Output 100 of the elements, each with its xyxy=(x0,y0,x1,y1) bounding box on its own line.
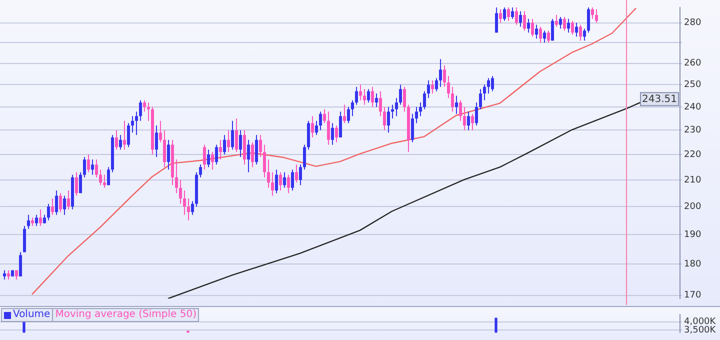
candlestick xyxy=(35,214,38,227)
candlestick xyxy=(427,80,430,98)
y-tick-label: 280 xyxy=(684,18,702,28)
candlestick xyxy=(511,7,514,20)
candlestick xyxy=(179,179,182,204)
candlestick xyxy=(223,134,226,156)
candlestick xyxy=(163,130,166,168)
candlestick xyxy=(131,116,134,134)
candlestick xyxy=(335,125,338,143)
candlestick xyxy=(19,252,22,277)
annotation: Moving average (Simple 50) xyxy=(54,309,198,321)
y-tick-label: 200 xyxy=(684,202,702,212)
candlestick xyxy=(467,111,470,131)
candlestick xyxy=(487,78,490,94)
candlestick xyxy=(567,18,570,34)
candlestick xyxy=(123,120,126,150)
candlestick xyxy=(199,164,202,178)
candlestick xyxy=(39,208,42,227)
candlestick xyxy=(119,134,122,150)
y-tick-label: 170 xyxy=(684,290,702,301)
candlestick xyxy=(159,120,162,143)
candlestick xyxy=(155,125,158,158)
candlestick xyxy=(67,190,70,210)
candlestick xyxy=(587,7,590,34)
candlestick xyxy=(359,84,362,101)
candlestick xyxy=(83,156,86,178)
candlestick xyxy=(215,144,218,166)
candlestick xyxy=(303,144,306,170)
candlestick xyxy=(371,86,374,108)
candlestick xyxy=(63,195,66,216)
candlestick xyxy=(75,172,78,196)
candlestick xyxy=(275,169,278,194)
candlestick xyxy=(339,111,342,138)
candlestick xyxy=(471,113,474,131)
candlestick xyxy=(363,88,366,106)
candlestick xyxy=(91,159,94,176)
candlestick xyxy=(135,111,138,136)
candlestick xyxy=(311,116,314,138)
candlestick xyxy=(259,134,262,158)
candlestick xyxy=(107,166,110,186)
candlestick xyxy=(139,100,142,122)
candlestick xyxy=(299,164,302,186)
candlestick xyxy=(183,190,186,216)
candlestick xyxy=(523,10,526,32)
candlestick xyxy=(263,144,266,178)
candlestick xyxy=(595,8,598,24)
candlestick xyxy=(415,106,418,124)
candlestick xyxy=(367,88,370,103)
candlestick xyxy=(231,120,234,150)
candlestick xyxy=(79,172,82,194)
y-tick-label: 180 xyxy=(684,259,702,270)
candlestick xyxy=(579,24,582,42)
candlestick xyxy=(95,159,98,178)
candlestick xyxy=(115,130,118,150)
annotation: 243.51 xyxy=(642,94,678,106)
candlestick xyxy=(375,93,378,108)
candlestick xyxy=(355,86,358,106)
candlestick xyxy=(247,139,250,173)
legend-label: Volume xyxy=(12,309,52,321)
candlestick xyxy=(575,22,578,38)
candlestick xyxy=(211,152,214,170)
candlestick xyxy=(459,100,462,122)
candlestick xyxy=(591,7,594,20)
candlestick xyxy=(491,76,494,92)
candlestick xyxy=(507,7,510,22)
y-tick-label: 3,500K xyxy=(684,325,717,336)
candlestick xyxy=(127,122,130,148)
candlestick xyxy=(563,16,566,32)
candlestick xyxy=(419,102,422,117)
candlestick xyxy=(99,169,102,186)
candlestick xyxy=(539,26,542,44)
candlestick xyxy=(571,20,574,36)
candlestick xyxy=(287,174,290,194)
candlestick xyxy=(235,118,238,153)
candlestick xyxy=(531,18,534,38)
candlestick xyxy=(543,30,546,44)
candlestick xyxy=(351,100,354,117)
y-tick-label: 260 xyxy=(684,58,702,69)
candlestick xyxy=(307,120,310,150)
candlestick xyxy=(559,16,562,30)
candlestick xyxy=(347,106,350,124)
candlestick xyxy=(191,200,194,216)
candlestick xyxy=(519,10,522,28)
candlestick xyxy=(499,8,502,24)
candlestick xyxy=(203,144,206,170)
y-tick-label: 230 xyxy=(684,126,702,136)
candlestick xyxy=(395,97,398,117)
candlestick xyxy=(315,120,318,136)
candlestick xyxy=(439,58,442,88)
candlestick xyxy=(219,139,222,160)
candlestick xyxy=(279,172,282,191)
candlestick xyxy=(383,106,386,131)
candlestick xyxy=(255,134,258,166)
candlestick xyxy=(331,122,334,146)
y-tick-label: 220 xyxy=(684,150,702,160)
candlestick xyxy=(295,164,298,184)
candlestick xyxy=(551,18,554,42)
y-tick-label: 190 xyxy=(684,230,702,240)
candlestick xyxy=(423,90,426,110)
candlestick xyxy=(483,84,486,101)
